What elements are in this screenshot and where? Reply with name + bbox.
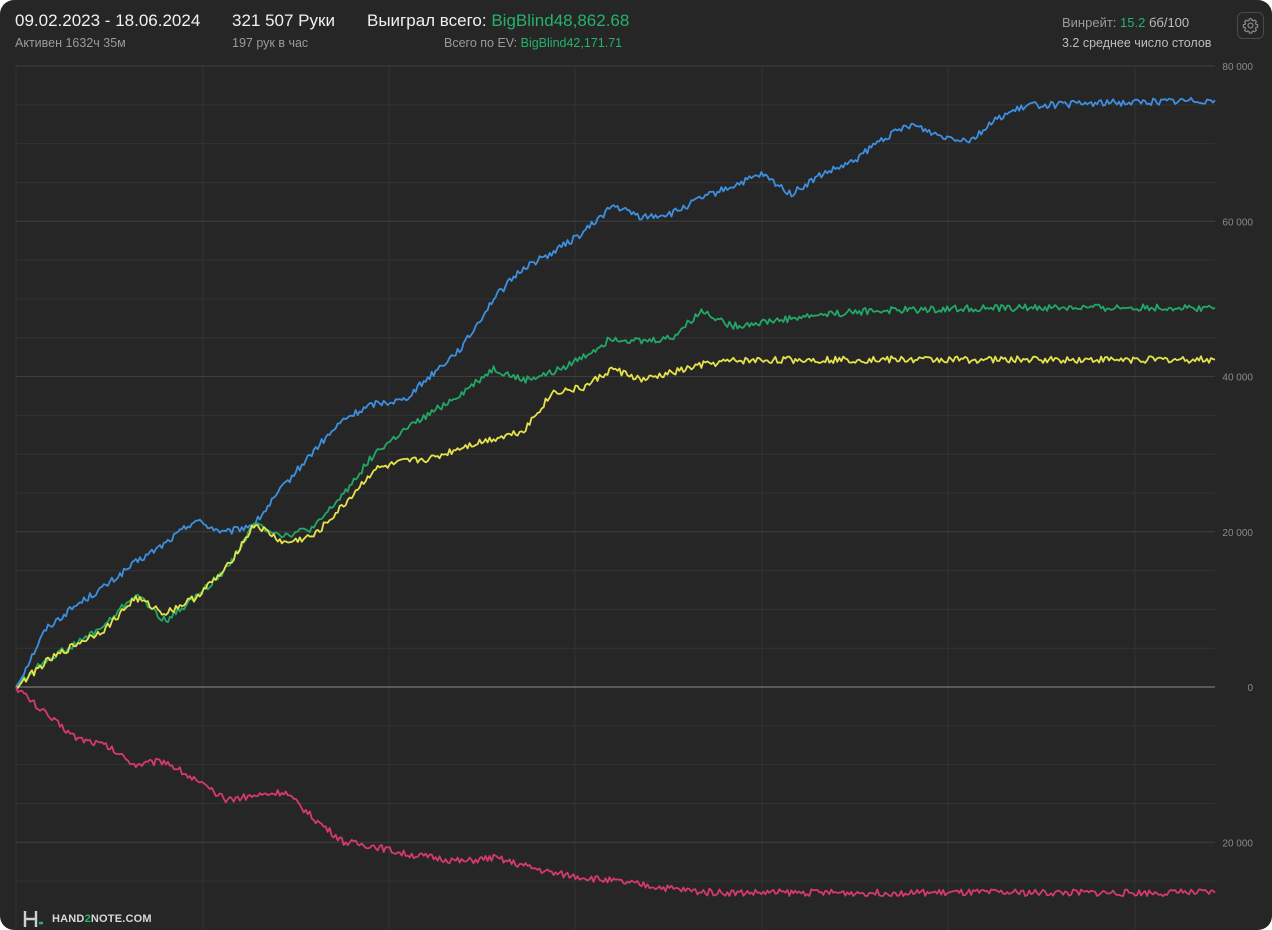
y-tick-label: 0 [1247, 683, 1253, 694]
logo-accent: 2 [84, 913, 91, 925]
date-range: 09.02.2023 - 18.06.2024 [15, 11, 201, 30]
avg-tables: 3.2 среднее число столов [1062, 36, 1212, 50]
total-won: Выиграл всего: BigBlind48,862.68 [367, 11, 629, 31]
y-tick-label: 20 000 [1222, 528, 1253, 539]
total-ev: Всего по EV: BigBlind42,171.71 [444, 36, 622, 50]
logo-prefix: HAND [52, 913, 85, 925]
total-ev-value: BigBlind42,171.71 [520, 36, 623, 50]
winrate-value: 15.2 [1120, 15, 1146, 30]
gear-icon [1242, 18, 1259, 34]
active-time: Активен 1632ч 35м [15, 36, 126, 50]
total-won-value: BigBlind48,862.68 [491, 11, 630, 30]
settings-button[interactable] [1237, 12, 1264, 39]
series-line-3 [15, 355, 1216, 689]
series-line-2 [15, 303, 1216, 688]
total-won-label: Выиграл всего: [367, 11, 492, 30]
hand2note-logo: HAND2NOTE.COM [22, 909, 152, 929]
winrate: Винрейт: 15.2 бб/100 [1062, 15, 1189, 30]
total-ev-label: Всего по EV: [444, 36, 521, 50]
logo-text: HAND2NOTE.COM [52, 913, 152, 925]
y-tick-label: 60 000 [1222, 217, 1253, 228]
y-tick-label: 20 000 [1222, 838, 1253, 849]
y-axis-ticks: 20 000 0 20 000 40 000 60 000 80 000 [1222, 62, 1253, 849]
y-tick-label: 80 000 [1222, 62, 1253, 73]
chart-series [15, 96, 1216, 898]
hands-per-hour: 197 рук в час [232, 36, 309, 50]
winrate-label: Винрейт: [1062, 15, 1121, 30]
chart-grid [15, 65, 1215, 930]
logo-suffix: NOTE.COM [90, 913, 152, 925]
winrate-unit: бб/100 [1145, 15, 1190, 30]
hand2note-logo-icon [23, 911, 43, 927]
series-line-1 [15, 96, 1216, 688]
hands-total: 321 507 Руки [232, 11, 335, 30]
series-line-4 [15, 686, 1216, 898]
y-tick-label: 40 000 [1222, 373, 1253, 384]
